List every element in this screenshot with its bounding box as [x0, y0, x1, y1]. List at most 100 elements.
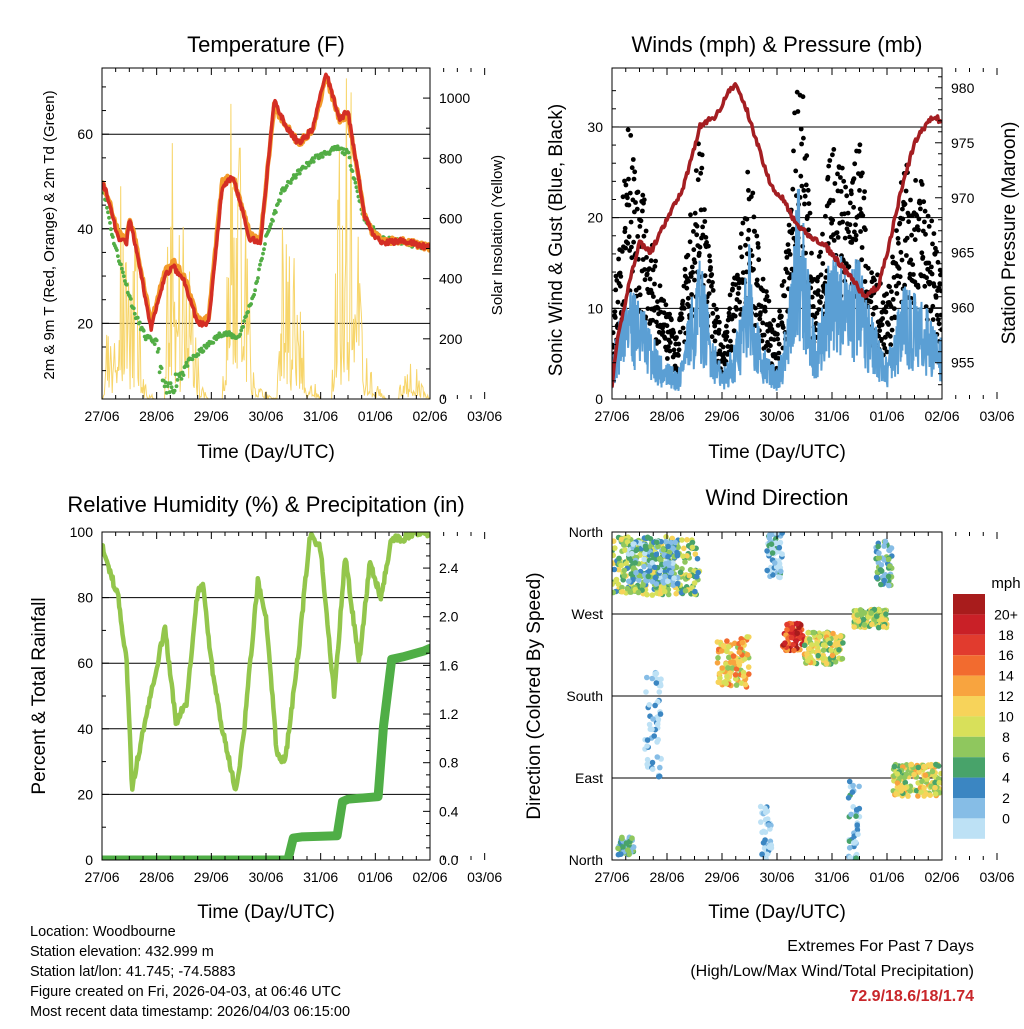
gust-point: [732, 313, 738, 319]
direction-point: [902, 779, 909, 786]
x-tick-label: 03/06: [467, 408, 502, 424]
direction-point: [805, 630, 811, 636]
dewpoint-point: [108, 221, 112, 225]
direction-point: [679, 537, 685, 543]
gust-point: [929, 264, 934, 270]
x-tick-label: 31/06: [814, 408, 849, 424]
direction-point: [725, 665, 731, 671]
direction-point: [764, 548, 770, 554]
dewpoint-point: [172, 388, 177, 393]
direction-point: [922, 772, 929, 778]
direction-point: [771, 560, 778, 566]
direction-point: [612, 566, 618, 573]
gust-point: [762, 308, 768, 314]
direction-point: [665, 553, 671, 560]
gust-point: [635, 189, 641, 195]
gust-point: [760, 276, 766, 282]
gust-point: [710, 280, 715, 285]
y-tick-label: 60: [77, 126, 93, 142]
direction-point: [621, 542, 627, 548]
gust-point: [912, 237, 918, 243]
direction-point: [846, 838, 853, 844]
gust-point: [798, 126, 804, 132]
gust-point: [623, 245, 628, 251]
direction-axes: 27/06 28/06 29/06 30/06 31/06 01/06 02/06 03/06…: [566, 524, 1014, 885]
direction-point: [847, 854, 854, 860]
direction-point: [630, 541, 636, 547]
dewpoint-point: [353, 180, 358, 185]
direction-point: [649, 766, 656, 772]
direction-point: [616, 555, 622, 562]
direction-point: [663, 538, 669, 545]
gust-point: [776, 341, 782, 347]
gust-point: [651, 294, 656, 299]
direction-point: [644, 743, 650, 749]
dewpoint-point: [137, 320, 142, 325]
direction-point: [788, 634, 795, 641]
direction-point: [908, 761, 915, 768]
dewpoint-point: [159, 366, 164, 370]
gust-point: [640, 192, 646, 198]
gust-point: [760, 320, 766, 326]
direction-point: [745, 664, 752, 670]
direction-point: [739, 639, 746, 646]
gust-point: [879, 322, 885, 328]
gust-point: [691, 229, 696, 234]
direction-point: [665, 591, 672, 598]
gust-point: [835, 171, 840, 177]
direction-point: [726, 654, 732, 661]
direction-point: [651, 733, 657, 739]
gust-point: [662, 336, 668, 341]
dewpoint-point: [253, 288, 257, 293]
gust-point: [852, 161, 858, 167]
gust-point: [739, 254, 745, 260]
dewpoint-point: [107, 215, 111, 220]
gust-point: [630, 157, 636, 162]
direction-point: [694, 573, 700, 580]
direction-point: [875, 555, 882, 561]
y-tick-label: 30: [587, 119, 603, 135]
direction-point: [764, 851, 770, 858]
gust-point: [690, 270, 696, 275]
gust-point: [726, 310, 732, 316]
gust-point: [814, 278, 820, 284]
gust-point: [638, 218, 644, 224]
dewpoint-point: [185, 364, 190, 368]
gust-point: [853, 237, 859, 243]
gust-point: [787, 275, 792, 281]
gust-point: [751, 214, 757, 220]
x-tick-label: 03/06: [467, 869, 502, 885]
gust-point: [927, 280, 933, 285]
gust-point: [694, 223, 700, 229]
gust-point: [743, 242, 748, 248]
gust-point: [752, 229, 757, 234]
gust-point: [923, 231, 928, 237]
y-tick-label: 20: [77, 786, 93, 802]
gust-point: [613, 273, 619, 279]
dewpoint-point: [294, 172, 299, 177]
direction-point: [918, 789, 924, 795]
direction-point: [665, 578, 671, 585]
gust-point: [753, 305, 758, 311]
gust-point: [936, 321, 942, 327]
dewpoint-point: [181, 373, 186, 377]
direction-point: [927, 792, 933, 798]
gust-point: [612, 309, 618, 314]
y-right-tick-label: 1.2: [439, 706, 459, 722]
direction-point: [814, 641, 820, 647]
direction-point: [620, 844, 626, 850]
direction-point: [695, 569, 701, 576]
gust-point: [903, 188, 909, 194]
gust-point: [803, 182, 809, 188]
gust-point: [625, 127, 631, 133]
gust-point: [681, 306, 687, 311]
direction-point: [789, 625, 796, 631]
gust-point: [809, 250, 814, 256]
gust-point: [785, 242, 791, 248]
gust-point: [666, 344, 671, 349]
gust-point: [799, 183, 805, 189]
x-tick-label: 01/06: [869, 869, 904, 885]
gust-point: [694, 232, 700, 238]
gust-point: [806, 227, 811, 233]
dewpoint-point: [106, 210, 110, 215]
